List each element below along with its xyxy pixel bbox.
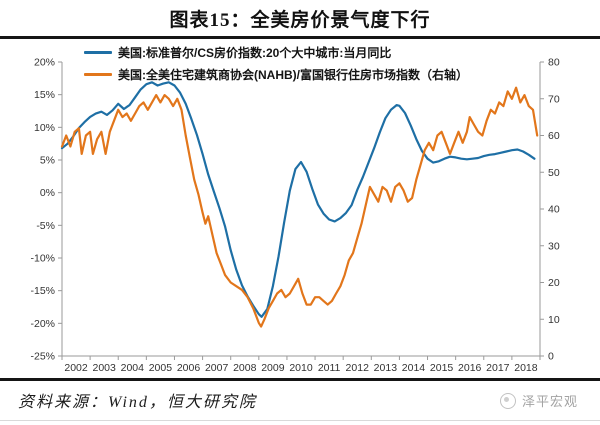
legend-item-nahb-index: 美国:全美住宅建筑商协会(NAHB)/富国银行住房市场指数（右轴） (84, 63, 468, 85)
svg-text:2012: 2012 (346, 362, 370, 374)
svg-text:2018: 2018 (514, 362, 538, 374)
svg-text:2011: 2011 (318, 362, 341, 374)
svg-text:30: 30 (548, 240, 560, 252)
legend-item-cs-index: 美国:标准普尔/CS房价指数:20个大中城市:当月同比 (84, 41, 468, 63)
legend-line-blue-icon (84, 50, 112, 54)
svg-text:2014: 2014 (402, 362, 426, 374)
svg-text:-25%: -25% (30, 351, 55, 363)
bottom-edge-line (0, 420, 600, 421)
svg-text:2010: 2010 (289, 362, 313, 374)
svg-text:2006: 2006 (177, 362, 201, 374)
svg-text:2003: 2003 (92, 362, 116, 374)
svg-text:2017: 2017 (486, 362, 510, 374)
zeping-logo-icon (499, 392, 516, 409)
legend-label-cs-index: 美国:标准普尔/CS房价指数:20个大中城市:当月同比 (118, 45, 392, 60)
svg-text:2004: 2004 (121, 362, 145, 374)
svg-text:10%: 10% (34, 122, 55, 134)
svg-text:20: 20 (548, 277, 560, 289)
watermark-label: 泽平宏观 (521, 394, 578, 409)
svg-text:2005: 2005 (149, 362, 173, 374)
svg-text:70: 70 (548, 93, 560, 105)
svg-text:2008: 2008 (233, 362, 257, 374)
svg-text:-20%: -20% (30, 318, 55, 330)
svg-text:-15%: -15% (30, 285, 55, 297)
svg-text:60: 60 (548, 130, 560, 142)
svg-text:5%: 5% (40, 155, 55, 167)
watermark: 泽平宏观 (499, 391, 578, 410)
svg-text:2015: 2015 (430, 362, 454, 374)
svg-text:20%: 20% (34, 57, 55, 69)
svg-text:50: 50 (548, 167, 560, 179)
legend-label-nahb-index: 美国:全美住宅建筑商协会(NAHB)/富国银行住房市场指数（右轴） (118, 67, 468, 82)
source-note: 资料来源：Wind，恒大研究院 (18, 394, 257, 411)
svg-text:15%: 15% (34, 89, 55, 101)
svg-text:2009: 2009 (261, 362, 285, 374)
svg-text:10: 10 (548, 314, 560, 326)
top-divider (0, 36, 600, 39)
chart-legend: 美国:标准普尔/CS房价指数:20个大中城市:当月同比 美国:全美住宅建筑商协会… (84, 41, 468, 85)
svg-text:2016: 2016 (458, 362, 482, 374)
bottom-divider (0, 378, 600, 381)
svg-text:80: 80 (548, 57, 560, 69)
svg-text:-5%: -5% (36, 220, 55, 232)
legend-line-orange-icon (84, 72, 112, 76)
svg-text:-10%: -10% (30, 253, 55, 265)
svg-text:0: 0 (548, 351, 554, 363)
svg-text:2002: 2002 (64, 362, 88, 374)
svg-text:40: 40 (548, 204, 560, 216)
svg-text:2013: 2013 (374, 362, 398, 374)
page-title: 图表15：全美房价景气度下行 (169, 10, 431, 31)
svg-text:0%: 0% (40, 187, 55, 199)
svg-text:2007: 2007 (205, 362, 229, 374)
